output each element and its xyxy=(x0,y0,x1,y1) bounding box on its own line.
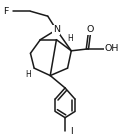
Text: F: F xyxy=(4,7,9,16)
Text: I: I xyxy=(70,127,73,136)
Text: H: H xyxy=(67,34,73,43)
Text: N: N xyxy=(53,25,60,34)
Text: H: H xyxy=(25,70,31,80)
Text: O: O xyxy=(86,25,93,34)
Text: OH: OH xyxy=(104,45,119,53)
